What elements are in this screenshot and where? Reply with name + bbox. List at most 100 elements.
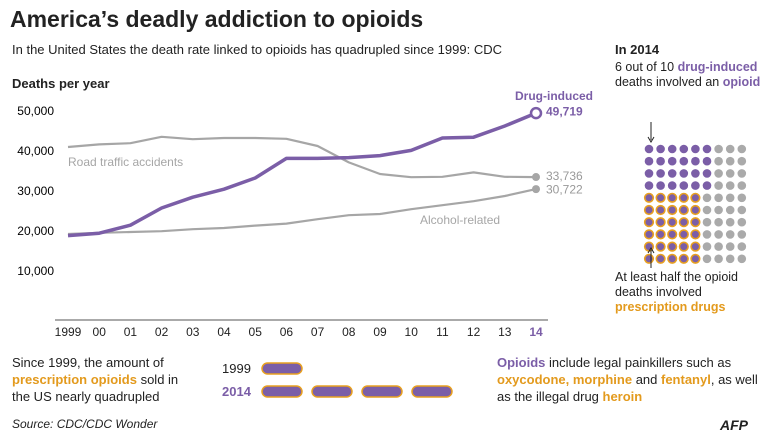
dot <box>737 217 747 227</box>
dot <box>656 156 665 166</box>
text: heroin <box>602 389 643 404</box>
dot <box>737 181 747 190</box>
text: , as well as the illegal drug <box>497 372 758 404</box>
dot <box>702 205 712 215</box>
text: prescription drugs <box>615 300 726 314</box>
pill <box>361 385 403 398</box>
dot <box>644 181 654 190</box>
line <box>67 188 537 236</box>
dot <box>655 229 666 240</box>
dot <box>691 144 700 154</box>
x-tick-label: 09 <box>373 325 387 339</box>
y-tick-label: 50,000 <box>17 104 54 118</box>
dot <box>667 169 677 178</box>
dot <box>655 217 666 228</box>
dot <box>714 242 723 251</box>
dot <box>655 204 666 216</box>
arrow-head <box>647 136 655 143</box>
dot <box>690 192 701 203</box>
dot <box>690 253 701 264</box>
dot <box>691 156 700 166</box>
pill <box>261 385 303 398</box>
dot <box>679 156 689 166</box>
dot <box>643 229 655 240</box>
x-tick-label: 13 <box>498 325 512 339</box>
dot <box>691 169 700 178</box>
dot <box>679 144 689 154</box>
dot <box>737 205 747 215</box>
logo: AFP <box>720 417 748 433</box>
dot <box>644 169 654 178</box>
dot <box>644 156 654 166</box>
dot <box>678 253 689 264</box>
dot <box>643 204 655 216</box>
dot <box>702 217 712 227</box>
text: 6 out of 10 <box>615 60 678 74</box>
x-tick-label: 05 <box>249 325 263 339</box>
x-tick-label: 07 <box>311 325 325 339</box>
dot <box>714 144 723 154</box>
dot <box>655 253 666 264</box>
dot <box>678 229 689 240</box>
dot <box>714 169 723 178</box>
text: Since 1999, the amount of <box>12 355 164 370</box>
pill <box>261 362 303 375</box>
x-tick-label: 02 <box>155 325 169 339</box>
pill-year: 2014 <box>222 384 251 399</box>
value-label: 30,722 <box>546 182 583 196</box>
dot <box>725 144 735 154</box>
dot <box>667 241 678 252</box>
pill-year: 1999 <box>222 361 251 376</box>
dot <box>655 241 666 252</box>
dot <box>667 181 677 190</box>
series-label: Drug-induced <box>515 89 593 103</box>
source: Source: CDC/CDC Wonder <box>12 417 158 431</box>
dot <box>725 217 735 227</box>
arrow-head <box>647 247 655 254</box>
dot <box>702 181 712 190</box>
subtitle: In the United States the death rate link… <box>12 42 502 57</box>
dot <box>725 230 735 239</box>
dot <box>714 156 723 166</box>
dot <box>656 144 665 154</box>
dot <box>702 169 712 178</box>
panel-top-text: 6 out of 10 drug-induced deaths involved… <box>615 60 765 90</box>
text: oxycodone, morphine <box>497 372 633 387</box>
dot <box>737 242 747 251</box>
title: America’s deadly addiction to opioids <box>10 6 424 32</box>
y-tick-label: 30,000 <box>17 184 54 198</box>
x-tick-label: 12 <box>467 325 481 339</box>
dot <box>702 242 712 251</box>
dot <box>737 144 747 154</box>
line <box>67 135 537 179</box>
value-label: 33,736 <box>546 169 583 183</box>
dot <box>678 192 689 203</box>
dot <box>714 254 723 264</box>
text: and <box>632 372 661 387</box>
dot <box>725 193 735 203</box>
dot <box>725 254 735 264</box>
x-tick-label: 06 <box>280 325 294 339</box>
x-tick-label: 1999 <box>55 325 82 339</box>
dot <box>725 242 735 251</box>
dot <box>678 217 689 228</box>
series-label: Road traffic accidents <box>68 155 183 169</box>
sales-text: Since 1999, the amount of prescription o… <box>12 354 197 405</box>
end-marker <box>529 106 543 120</box>
dot <box>702 156 712 166</box>
y-tick-label: 40,000 <box>17 144 54 158</box>
dot <box>714 217 723 227</box>
dot <box>714 181 723 190</box>
panel-bottom-text: At least half the opioid deaths involved… <box>615 270 765 315</box>
text: At least half the opioid deaths involved <box>615 270 738 299</box>
y-tick-label: 20,000 <box>17 224 54 238</box>
dot <box>702 230 712 239</box>
panel-heading: In 2014 <box>615 42 660 57</box>
text: include legal painkillers such as <box>545 355 732 370</box>
dot <box>737 254 747 264</box>
dot <box>725 156 735 166</box>
text: sold in the US nearly quadrupled <box>12 372 179 404</box>
text: prescription opioids <box>12 372 137 387</box>
dot <box>690 204 701 216</box>
